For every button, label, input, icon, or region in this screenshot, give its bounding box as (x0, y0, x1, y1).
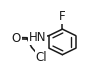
Text: Cl: Cl (36, 51, 47, 64)
Text: F: F (59, 10, 65, 23)
Text: HN: HN (29, 31, 46, 44)
Text: O: O (12, 32, 21, 45)
